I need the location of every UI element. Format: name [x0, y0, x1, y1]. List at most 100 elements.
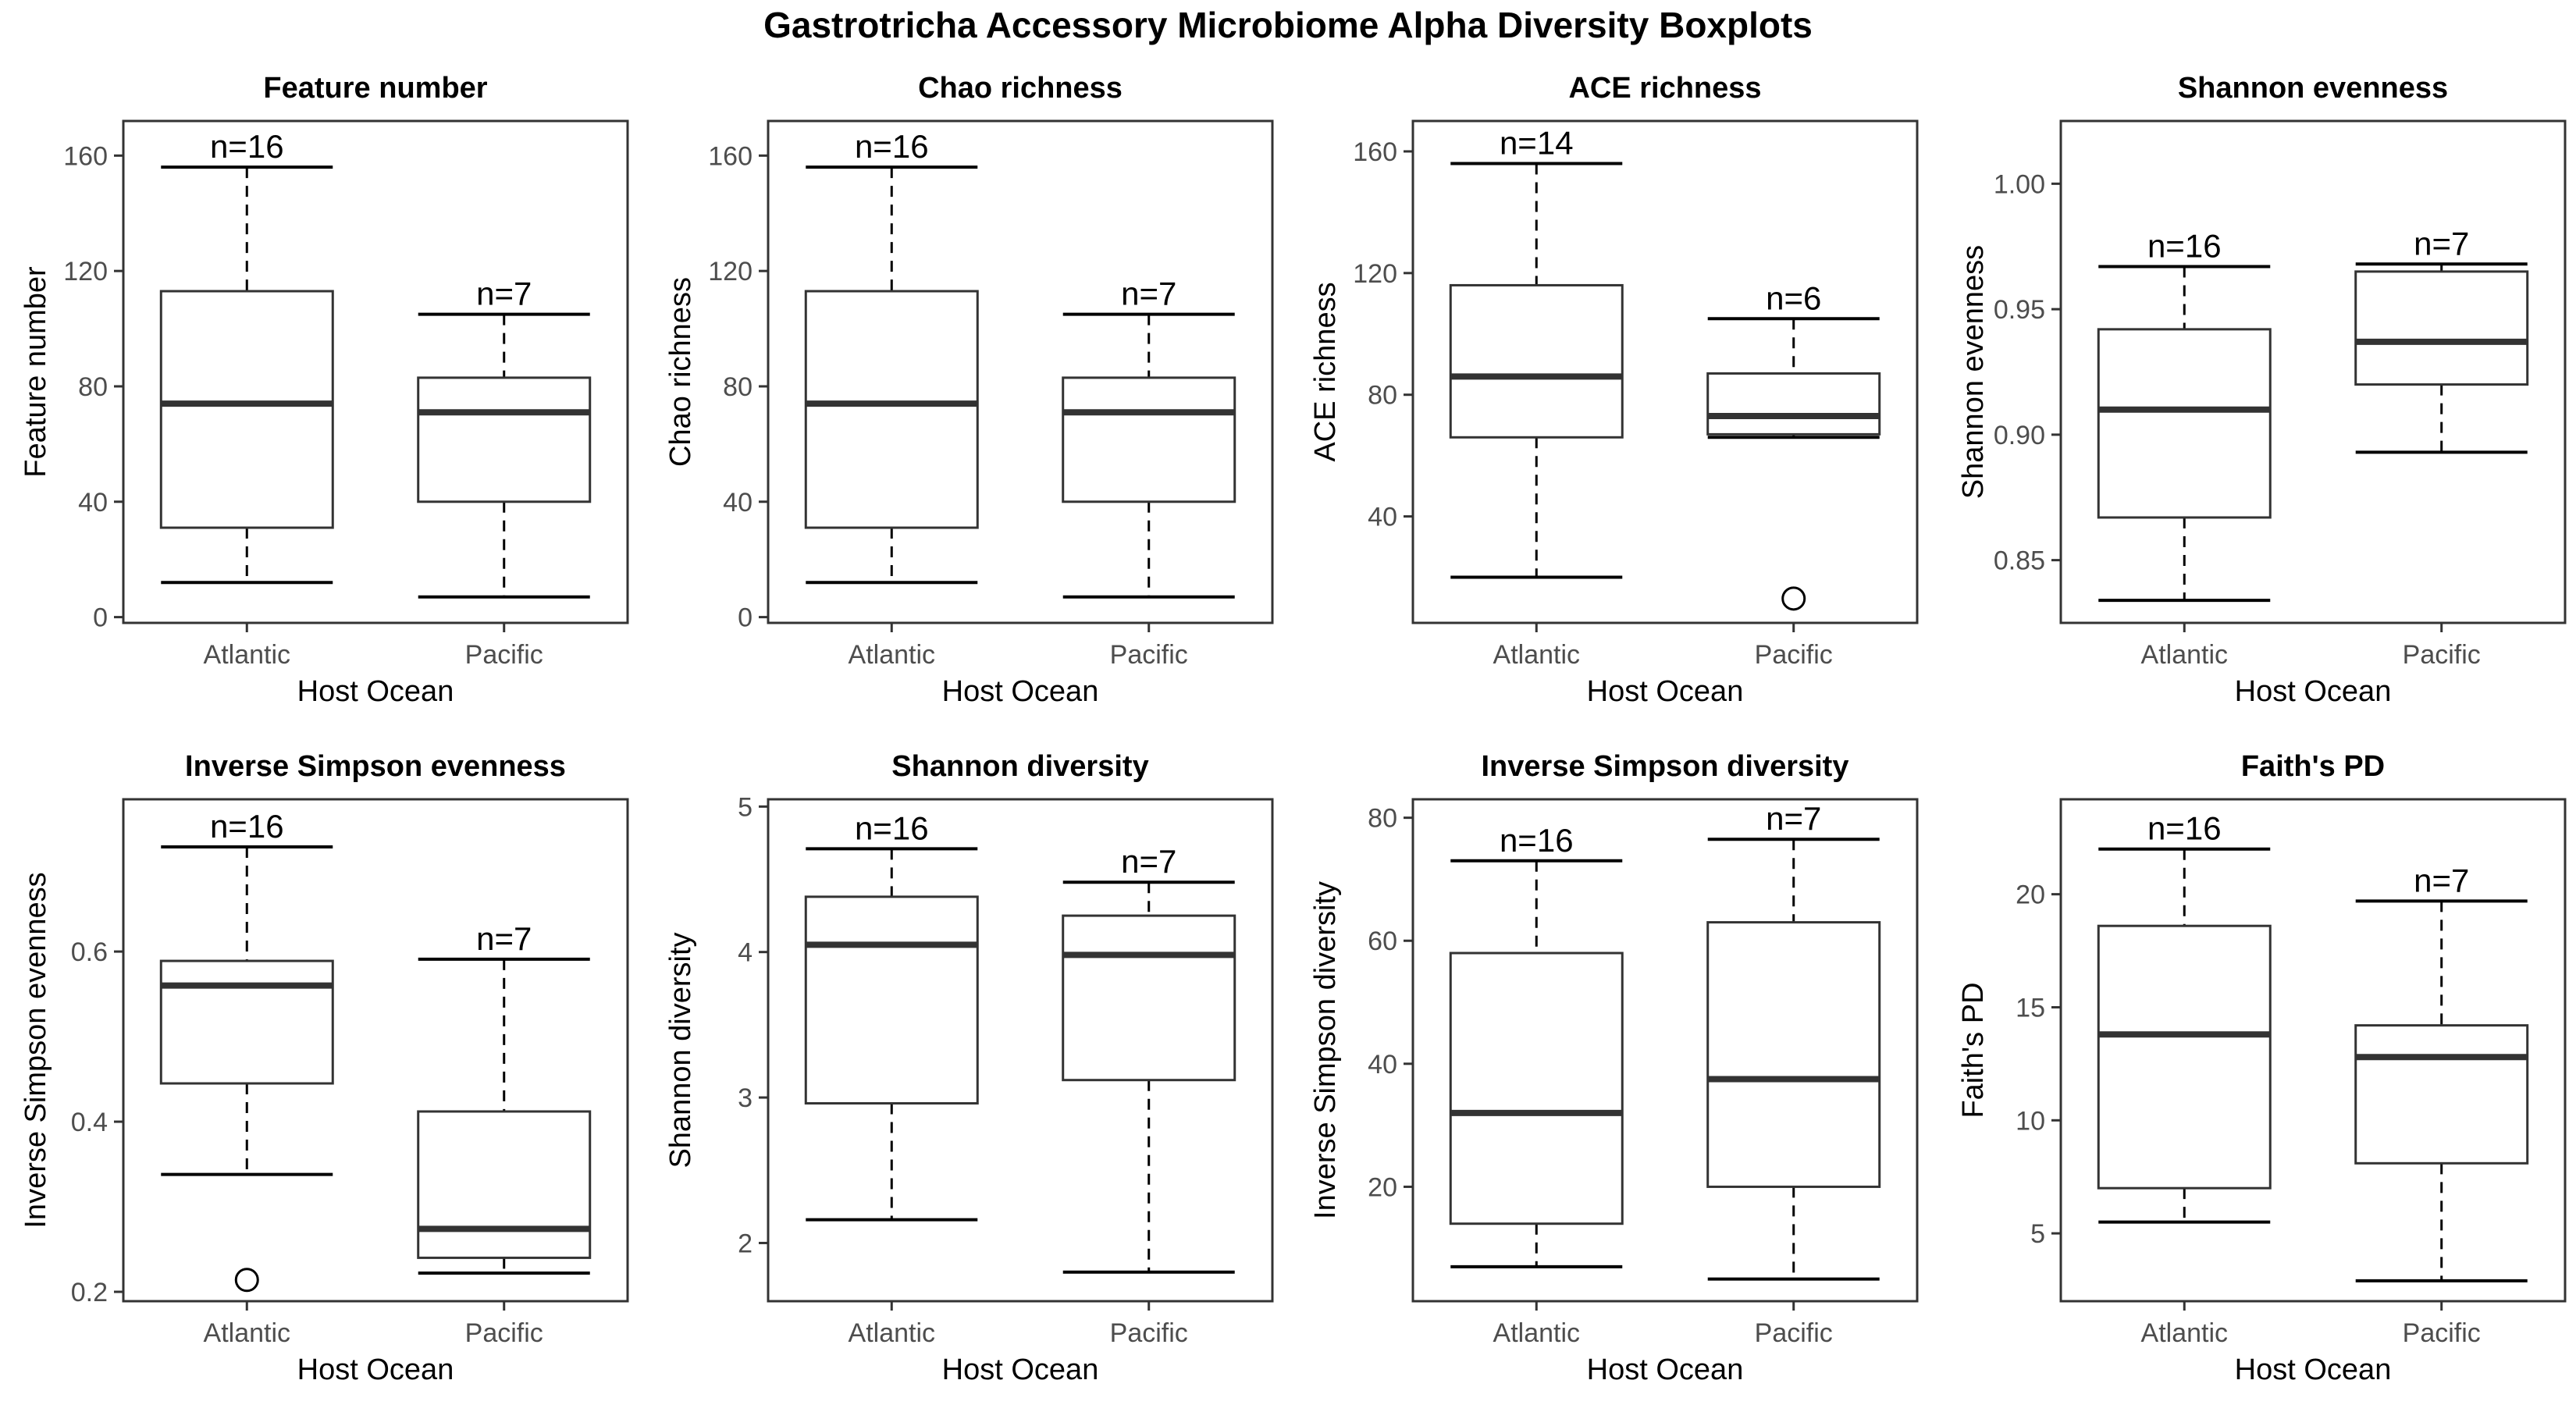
- figure-title: Gastrotricha Accessory Microbiome Alpha …: [763, 5, 1813, 45]
- x-axis-title: Host Ocean: [942, 1353, 1099, 1386]
- plot-border: [1411, 119, 1919, 624]
- y-tick-label: 4: [738, 938, 753, 968]
- x-tick-label: Pacific: [1110, 1318, 1188, 1348]
- plot-border: [122, 119, 629, 624]
- y-tick-label: 60: [1368, 927, 1397, 956]
- sample-size-label: n=16: [855, 809, 929, 846]
- x-tick-label: Atlantic: [849, 640, 936, 670]
- boxplot-panel: Inverse Simpson diversity 20 40 60 80 Inverse…: [1309, 750, 1919, 1386]
- y-tick-label: 20: [1368, 1172, 1397, 1202]
- plot-border: [767, 798, 1274, 1303]
- y-tick-label: 80: [78, 372, 108, 402]
- x-tick-label: Atlantic: [849, 1318, 936, 1348]
- y-tick-label: 40: [1368, 1050, 1397, 1080]
- panel-title: Inverse Simpson evenness: [185, 750, 566, 783]
- x-tick-label: Atlantic: [204, 640, 291, 670]
- sample-size-label: n=7: [1121, 843, 1176, 880]
- box: [1706, 372, 1881, 436]
- sample-size-label: n=7: [1766, 800, 1821, 837]
- y-tick-label: 40: [78, 488, 108, 518]
- sample-size-label: n=7: [476, 920, 532, 957]
- y-tick-label: 80: [1368, 804, 1397, 834]
- y-tick-label: 0.90: [1994, 421, 2045, 450]
- y-tick-label: 120: [708, 257, 753, 286]
- x-tick-label: Pacific: [1755, 640, 1833, 670]
- outlier-point: [234, 1268, 259, 1293]
- sample-size-label: n=16: [2147, 810, 2222, 847]
- x-tick-label: Atlantic: [2141, 640, 2229, 670]
- y-tick-label: 40: [1368, 503, 1397, 532]
- plot-border: [2059, 119, 2567, 624]
- panel-title: ACE richness: [1568, 72, 1761, 105]
- sample-size-label: n=6: [1766, 279, 1821, 316]
- y-axis-title: Inverse Simpson diversity: [1309, 881, 1342, 1219]
- outlier-point: [1781, 586, 1806, 611]
- box: [417, 376, 592, 503]
- sample-size-label: n=16: [210, 808, 284, 845]
- box: [159, 290, 334, 529]
- boxplot-panel: Inverse Simpson evenness 0.2 0.4 0.6 Inverse…: [20, 750, 629, 1386]
- y-tick-label: 5: [738, 792, 753, 822]
- panel-title: Shannon evenness: [2178, 72, 2448, 105]
- plot-border: [2059, 798, 2567, 1303]
- box: [1062, 914, 1236, 1082]
- y-tick-label: 0.85: [1994, 546, 2045, 576]
- sample-size-label: n=16: [2147, 227, 2222, 264]
- x-axis-title: Host Ocean: [297, 675, 454, 708]
- y-tick-label: 5: [2030, 1219, 2045, 1249]
- x-axis-title: Host Ocean: [1587, 1353, 1744, 1386]
- x-tick-label: Pacific: [2403, 1318, 2481, 1348]
- y-axis-title: ACE richness: [1309, 282, 1342, 461]
- y-tick-label: 20: [2016, 880, 2045, 910]
- sample-size-label: n=7: [2414, 225, 2469, 261]
- sample-size-label: n=16: [855, 128, 929, 165]
- y-tick-label: 2: [738, 1229, 753, 1258]
- boxplot-panel: Shannon evenness 0.85 0.90 0.95 1.00 Shannon …: [1957, 72, 2567, 708]
- panel-title: Chao richness: [918, 72, 1123, 105]
- x-tick-label: Atlantic: [204, 1318, 291, 1348]
- y-axis-title: Inverse Simpson evenness: [20, 872, 52, 1228]
- x-axis-title: Host Ocean: [2235, 1353, 2392, 1386]
- plot-border: [1411, 798, 1919, 1303]
- box: [1449, 283, 1624, 439]
- x-tick-label: Atlantic: [1493, 1318, 1581, 1348]
- y-tick-label: 40: [723, 488, 753, 518]
- box: [159, 959, 334, 1085]
- sample-size-label: n=7: [2414, 862, 2469, 898]
- box: [2354, 270, 2529, 386]
- panel-title: Feature number: [263, 72, 487, 105]
- boxplot-panel: Chao richness 0 40 80 120 160 Chao richness Hos…: [664, 72, 1274, 708]
- x-tick-label: Atlantic: [1493, 640, 1581, 670]
- y-tick-label: 80: [1368, 381, 1397, 411]
- box: [1062, 376, 1236, 503]
- y-tick-label: 3: [738, 1083, 753, 1113]
- y-axis-title: Faith's PD: [1957, 982, 1990, 1118]
- boxplot-panel: Faith's PD 5 10 15 20 Faith's PD Host OceanAtl…: [1957, 750, 2567, 1386]
- x-axis-title: Host Ocean: [2235, 675, 2392, 708]
- box: [804, 290, 979, 529]
- y-tick-label: 0: [93, 603, 108, 633]
- sample-size-label: n=7: [1121, 276, 1176, 312]
- y-axis-title: Chao richness: [664, 277, 697, 467]
- y-tick-label: 120: [63, 257, 108, 286]
- box: [417, 1110, 592, 1259]
- box: [2354, 1024, 2529, 1165]
- y-tick-label: 0.6: [71, 937, 108, 967]
- x-tick-label: Pacific: [1755, 1318, 1833, 1348]
- x-axis-title: Host Ocean: [297, 1353, 454, 1386]
- y-tick-label: 160: [1353, 137, 1397, 167]
- box: [804, 895, 979, 1105]
- box: [1706, 921, 1881, 1188]
- panel-title: Inverse Simpson diversity: [1482, 750, 1849, 783]
- box: [2097, 924, 2272, 1190]
- panel-title: Shannon diversity: [891, 750, 1148, 783]
- y-tick-label: 80: [723, 372, 753, 402]
- y-tick-label: 0.95: [1994, 295, 2045, 325]
- plot-border: [767, 119, 1274, 624]
- boxplot-panel: Feature number 0 40 80 120 160 Feature number H…: [20, 72, 629, 708]
- y-tick-label: 1.00: [1994, 169, 2045, 199]
- x-tick-label: Pacific: [1110, 640, 1188, 670]
- y-tick-label: 160: [708, 141, 753, 171]
